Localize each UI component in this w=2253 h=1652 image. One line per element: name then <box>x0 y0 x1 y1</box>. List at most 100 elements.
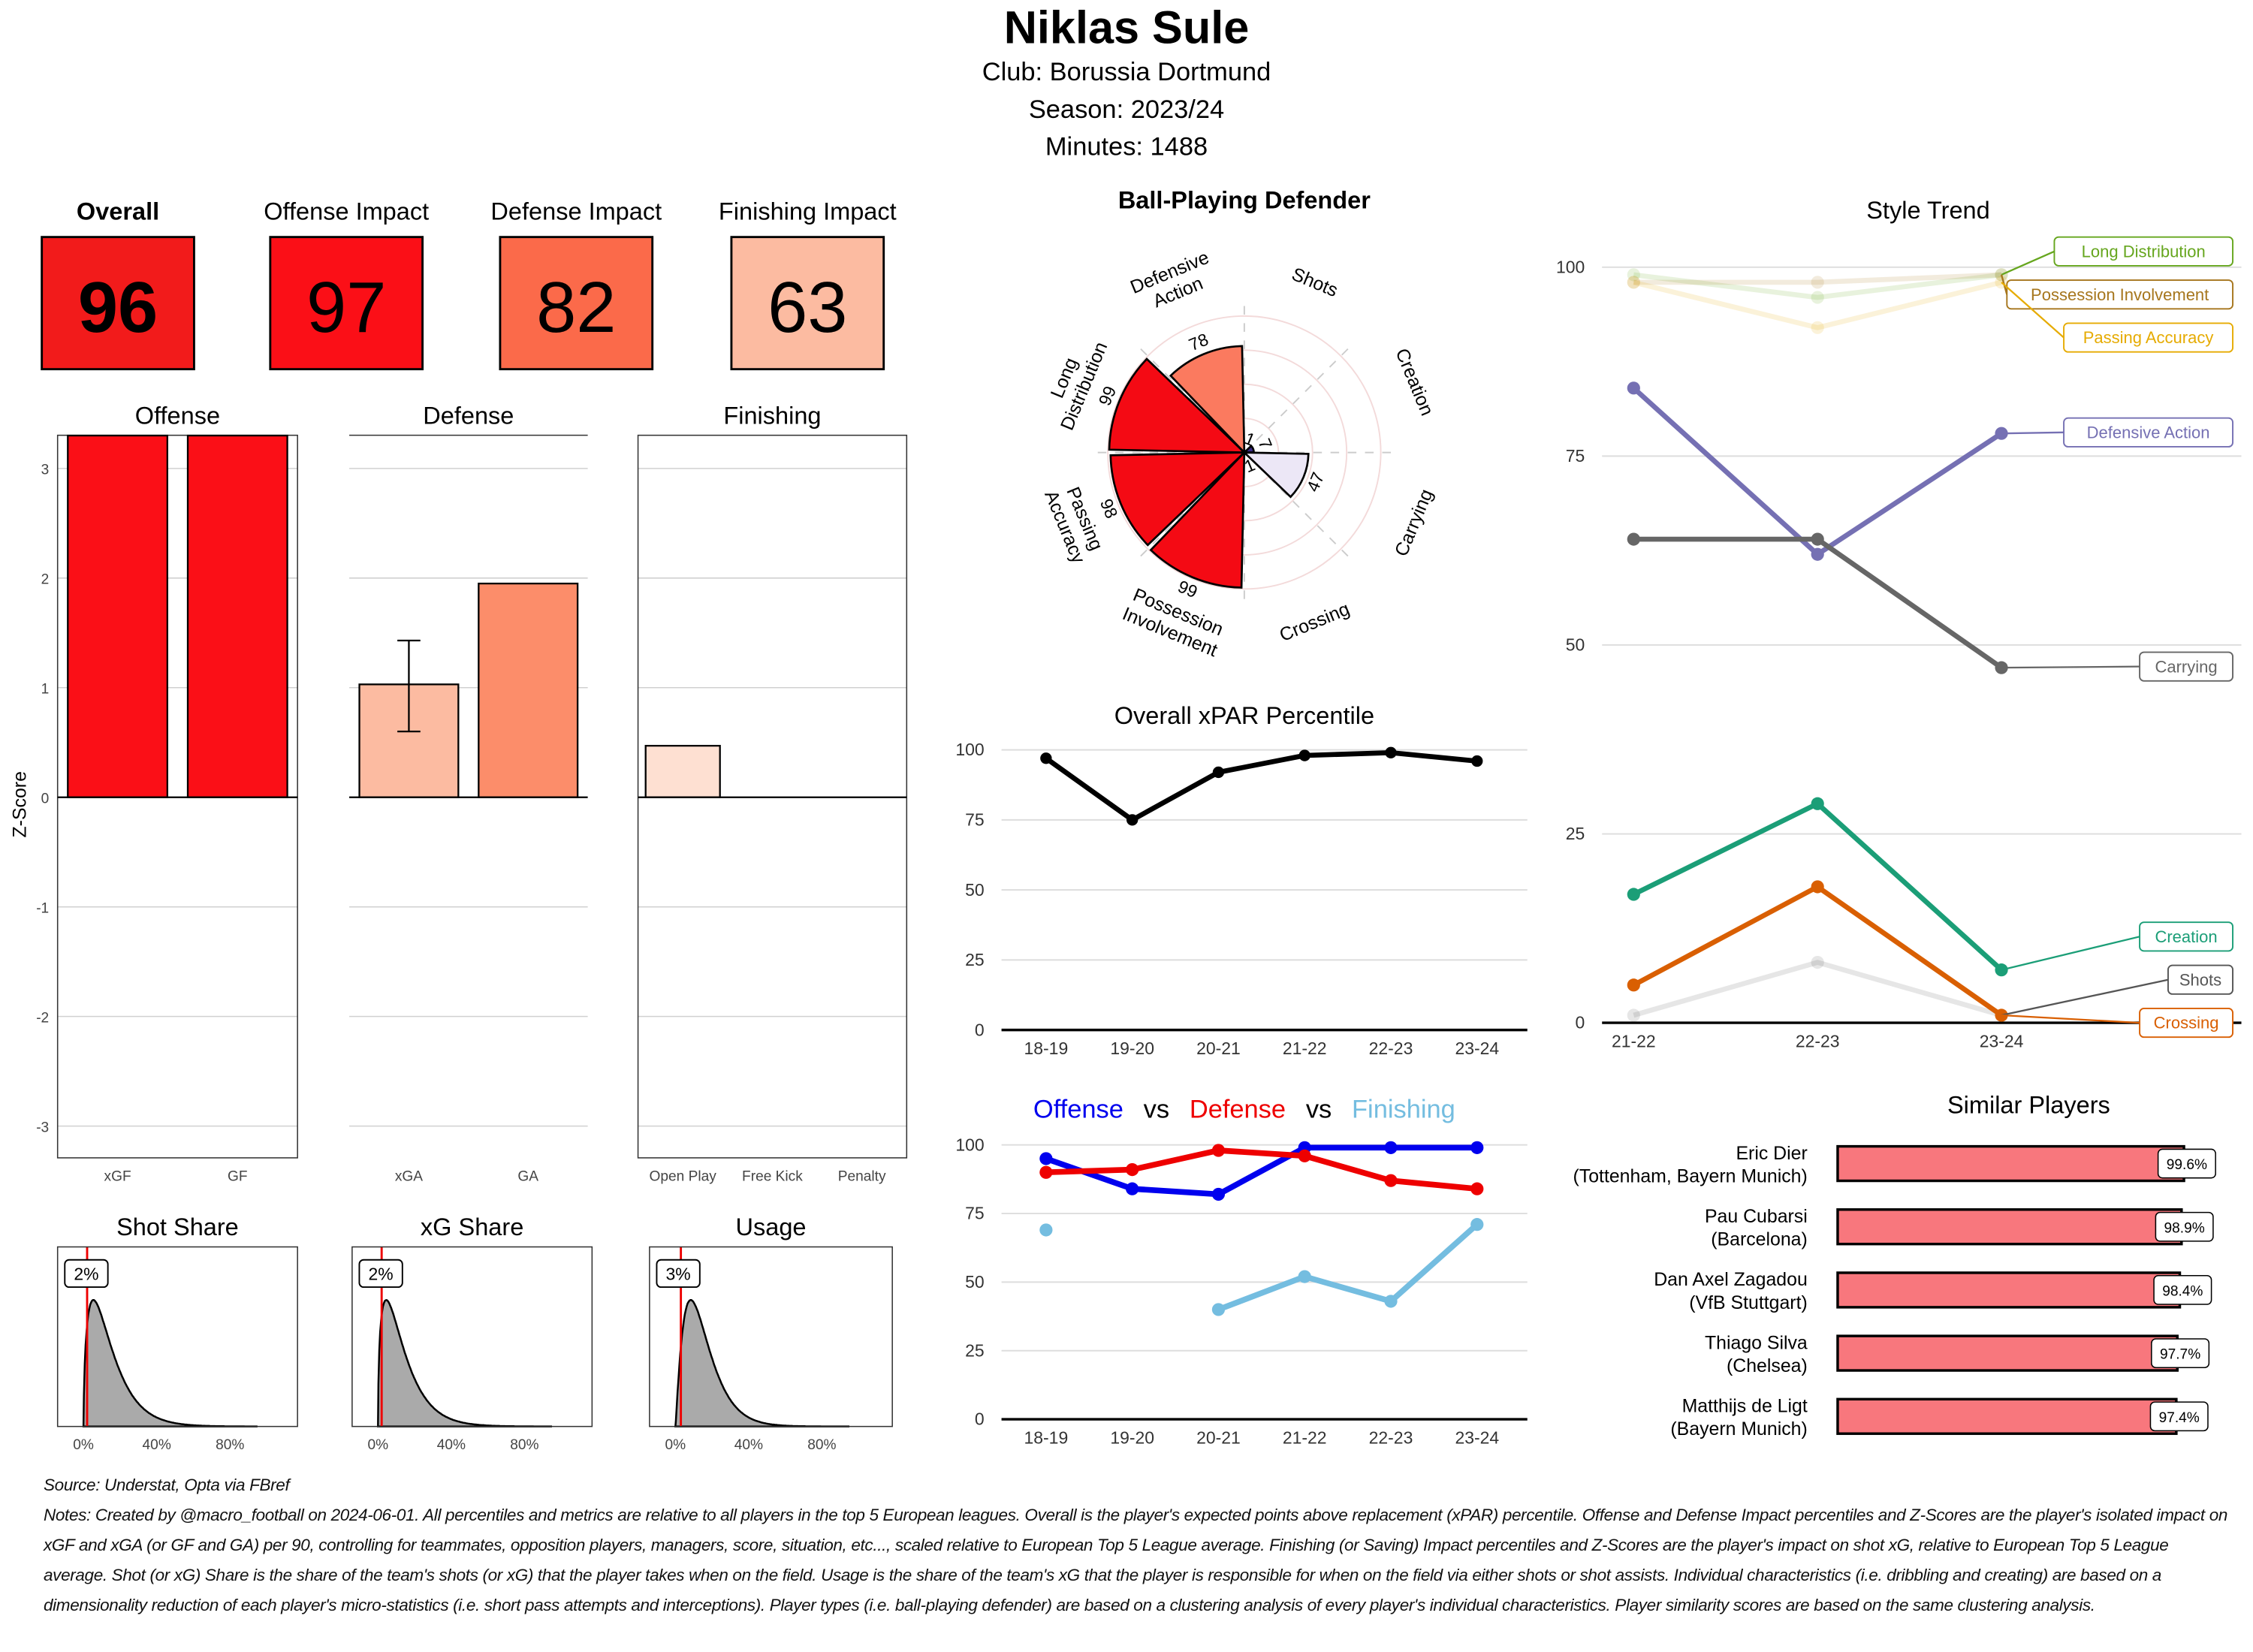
similar-players-chart: Similar Players Eric Dier(Tottenham, Bay… <box>1573 1092 2216 1439</box>
player-name: Niklas Sule <box>1004 2 1250 53</box>
series-line <box>1633 279 2002 330</box>
series-label: Long Distribution <box>2082 242 2206 261</box>
club-text: Club: Borussia Dortmund <box>982 58 1271 86</box>
series-label: Carrying <box>2155 657 2217 676</box>
series-label: Passing Accuracy <box>2083 328 2214 347</box>
radar-value-label: 98 <box>1096 496 1122 521</box>
data-point <box>1040 752 1052 764</box>
similarity-label: 97.7% <box>2160 1347 2200 1363</box>
series-label: Crossing <box>2154 1014 2219 1032</box>
similarity-label: 99.6% <box>2167 1157 2207 1173</box>
xtick-label: 18-19 <box>1024 1428 1069 1448</box>
radar-category-label: DefensiveAction <box>1127 247 1220 318</box>
series-label: Defensive Action <box>2087 423 2210 442</box>
data-point <box>1627 888 1640 901</box>
data-point <box>1384 1174 1398 1187</box>
data-point <box>1471 755 1483 767</box>
similar-player-club: (Tottenham, Bayern Munich) <box>1573 1165 1808 1186</box>
data-point <box>1384 1141 1398 1154</box>
title-part-vs: vs <box>1306 1095 1332 1123</box>
xtick-label: Penalty <box>838 1169 886 1185</box>
impact-tile-label: Offense Impact <box>264 198 429 225</box>
series-line <box>1045 1147 1478 1192</box>
ytick-label: 100 <box>955 740 984 759</box>
similarity-bar <box>1836 1208 2183 1246</box>
impact-tile-value: 82 <box>536 267 616 348</box>
radar-category-line: Creation <box>1392 345 1438 419</box>
similar-player-club: (Barcelona) <box>1711 1229 1808 1250</box>
radar-category-label: Creation <box>1392 345 1438 419</box>
data-point <box>1811 547 1824 561</box>
radar-category-label: LongDistribution <box>1036 330 1111 433</box>
series-line <box>1633 272 2002 285</box>
label-connector <box>2001 250 2055 276</box>
zscore-panel-title: Offense <box>135 402 220 429</box>
header: Niklas Sule Club: Borussia Dortmund Seas… <box>982 2 1271 161</box>
minutes-text: Minutes: 1488 <box>1045 133 1208 161</box>
ytick-label: 0 <box>1575 1013 1585 1032</box>
label-connector <box>2001 978 2169 1017</box>
radar-sector <box>1149 450 1246 589</box>
zscore-bar <box>186 434 288 798</box>
error-bar <box>397 639 421 733</box>
ytick-label: 75 <box>965 1204 985 1223</box>
ytick-label: 100 <box>1556 257 1585 276</box>
ytick-label: -1 <box>36 900 49 916</box>
similarity-label-box <box>2151 1338 2210 1368</box>
xtick-label: 80% <box>216 1437 244 1453</box>
data-point <box>1211 1187 1226 1201</box>
similarity-bar <box>1836 1271 2182 1309</box>
ytick-label: 50 <box>965 1272 985 1292</box>
data-point <box>1298 1149 1311 1162</box>
title-part-finishing: Finishing <box>1352 1095 1455 1123</box>
radar-category-line: Shots <box>1289 264 1341 301</box>
radar-value-label: 78 <box>1186 330 1211 355</box>
xtick-label: xGF <box>104 1169 131 1185</box>
series-label-box <box>2139 921 2233 952</box>
ytick-label: -2 <box>36 1010 49 1026</box>
data-point <box>1039 1223 1053 1237</box>
data-point <box>1039 1165 1053 1179</box>
label-connector <box>2001 936 2140 971</box>
xtick-label: 19-20 <box>1110 1039 1154 1058</box>
impact-tile-box <box>730 236 885 371</box>
xtick-label: 0% <box>665 1437 686 1453</box>
similarity-label-box <box>2157 1148 2216 1179</box>
ytick-label: 1 <box>41 681 50 697</box>
value-label-box <box>358 1259 403 1289</box>
odf-title: Offense vs Defense vs Finishing <box>1033 1095 1455 1123</box>
title-part-offense: Offense <box>1033 1095 1123 1123</box>
series-label-box <box>2139 651 2233 682</box>
data-point <box>1470 1141 1484 1154</box>
ytick-label: 2 <box>41 571 50 587</box>
data-point <box>1212 766 1225 779</box>
series-line <box>1632 884 2003 1017</box>
xtick-label: 22-23 <box>1369 1039 1413 1058</box>
data-point <box>1627 381 1640 395</box>
xtick-label: 22-23 <box>1796 1032 1840 1051</box>
style-title: Style Trend <box>1866 197 1989 224</box>
offense-defense-finishing-chart: Offense vs Defense vs Finishing 0 25 50 75 100 18-… <box>955 1095 1528 1448</box>
data-point <box>1126 814 1139 826</box>
impact-tile-box <box>269 236 424 371</box>
xtick-label: xGA <box>395 1169 423 1185</box>
radar-ring <box>1175 383 1313 522</box>
radar-spoke <box>1244 347 1350 454</box>
radar-category-line: Crossing <box>1277 598 1353 646</box>
density-curve <box>377 1298 553 1427</box>
panel-border <box>351 1246 593 1427</box>
radar-category-label: PossessionInvolvement <box>1120 583 1229 662</box>
radar-category-label: PassingAccuracy <box>1040 479 1109 567</box>
notes-text: Notes: Created by @macro_football on 202… <box>44 1506 2228 1614</box>
impact-tile-label: Defense Impact <box>490 198 662 225</box>
density-curve <box>674 1299 850 1427</box>
xtick-label: 40% <box>437 1437 466 1453</box>
radar-ring <box>1107 315 1382 590</box>
title-part-vs: vs <box>1144 1095 1169 1123</box>
zscore-bar <box>644 744 721 798</box>
ytick-label: 75 <box>965 810 985 830</box>
ytick-label: -3 <box>36 1120 49 1135</box>
value-label: 3% <box>666 1265 691 1284</box>
xtick-label: Free Kick <box>742 1169 803 1185</box>
